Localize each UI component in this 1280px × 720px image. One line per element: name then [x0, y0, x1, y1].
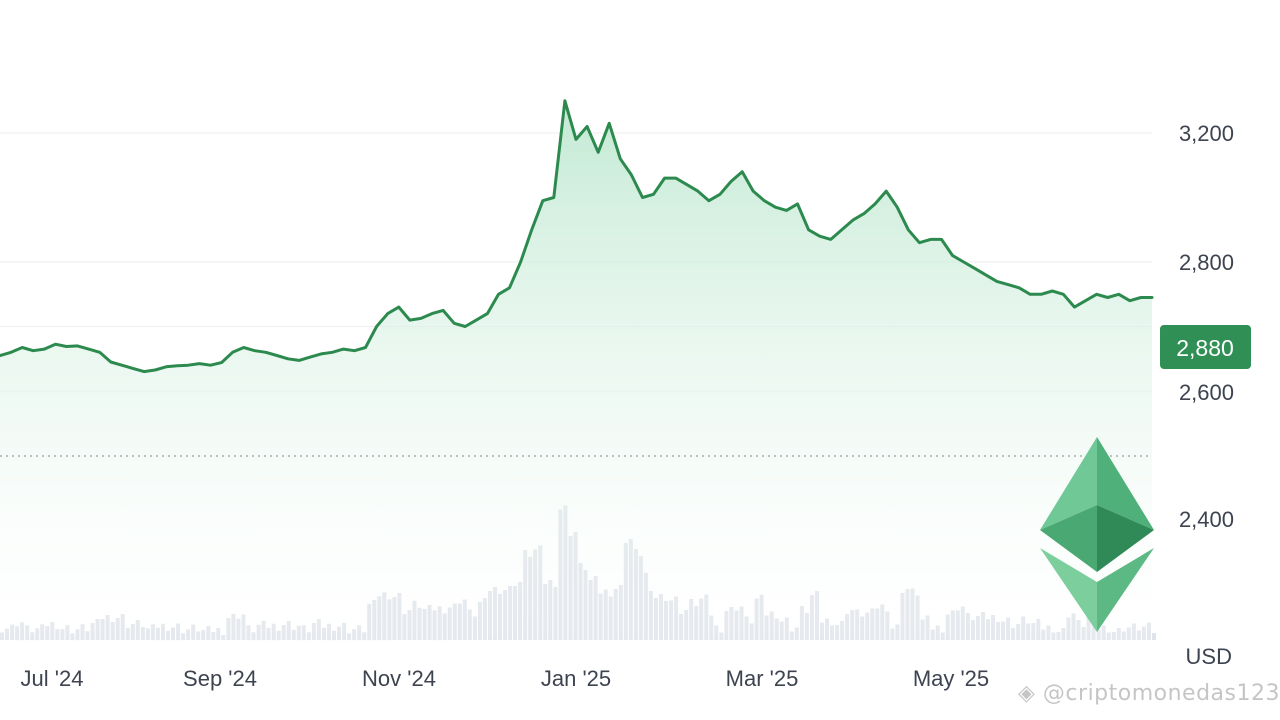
x-tick-label: Mar '25: [726, 666, 799, 691]
y-tick-label: 3,200: [1179, 121, 1234, 146]
x-tick-label: Jul '24: [21, 666, 84, 691]
x-tick-label: Nov '24: [362, 666, 436, 691]
watermark-text: @criptomonedas123: [1042, 681, 1280, 706]
current-price-badge: 2,880: [1160, 325, 1251, 369]
ethereum-logo-icon: [1040, 437, 1154, 632]
volume-bar: [1152, 633, 1156, 640]
y-tick-label: 2,600: [1179, 380, 1234, 405]
y-axis-labels: 3,200 2,800 2,600 2,400: [1179, 121, 1234, 532]
currency-unit-label: USD: [1186, 644, 1232, 669]
diamond-icon: ◈: [1018, 681, 1036, 706]
current-price-label: 2,880: [1176, 335, 1234, 361]
x-axis-labels: Jul '24 Sep '24 Nov '24 Jan '25 Mar '25 …: [21, 666, 990, 691]
price-area: [0, 100, 1152, 641]
x-tick-label: Jan '25: [541, 666, 611, 691]
price-line: [0, 99, 1154, 374]
x-tick-label: May '25: [913, 666, 989, 691]
x-tick-label: Sep '24: [183, 666, 257, 691]
y-tick-label: 2,800: [1179, 250, 1234, 275]
y-tick-label: 2,400: [1179, 507, 1234, 532]
watermark: ◈ @criptomonedas123: [1018, 681, 1280, 706]
